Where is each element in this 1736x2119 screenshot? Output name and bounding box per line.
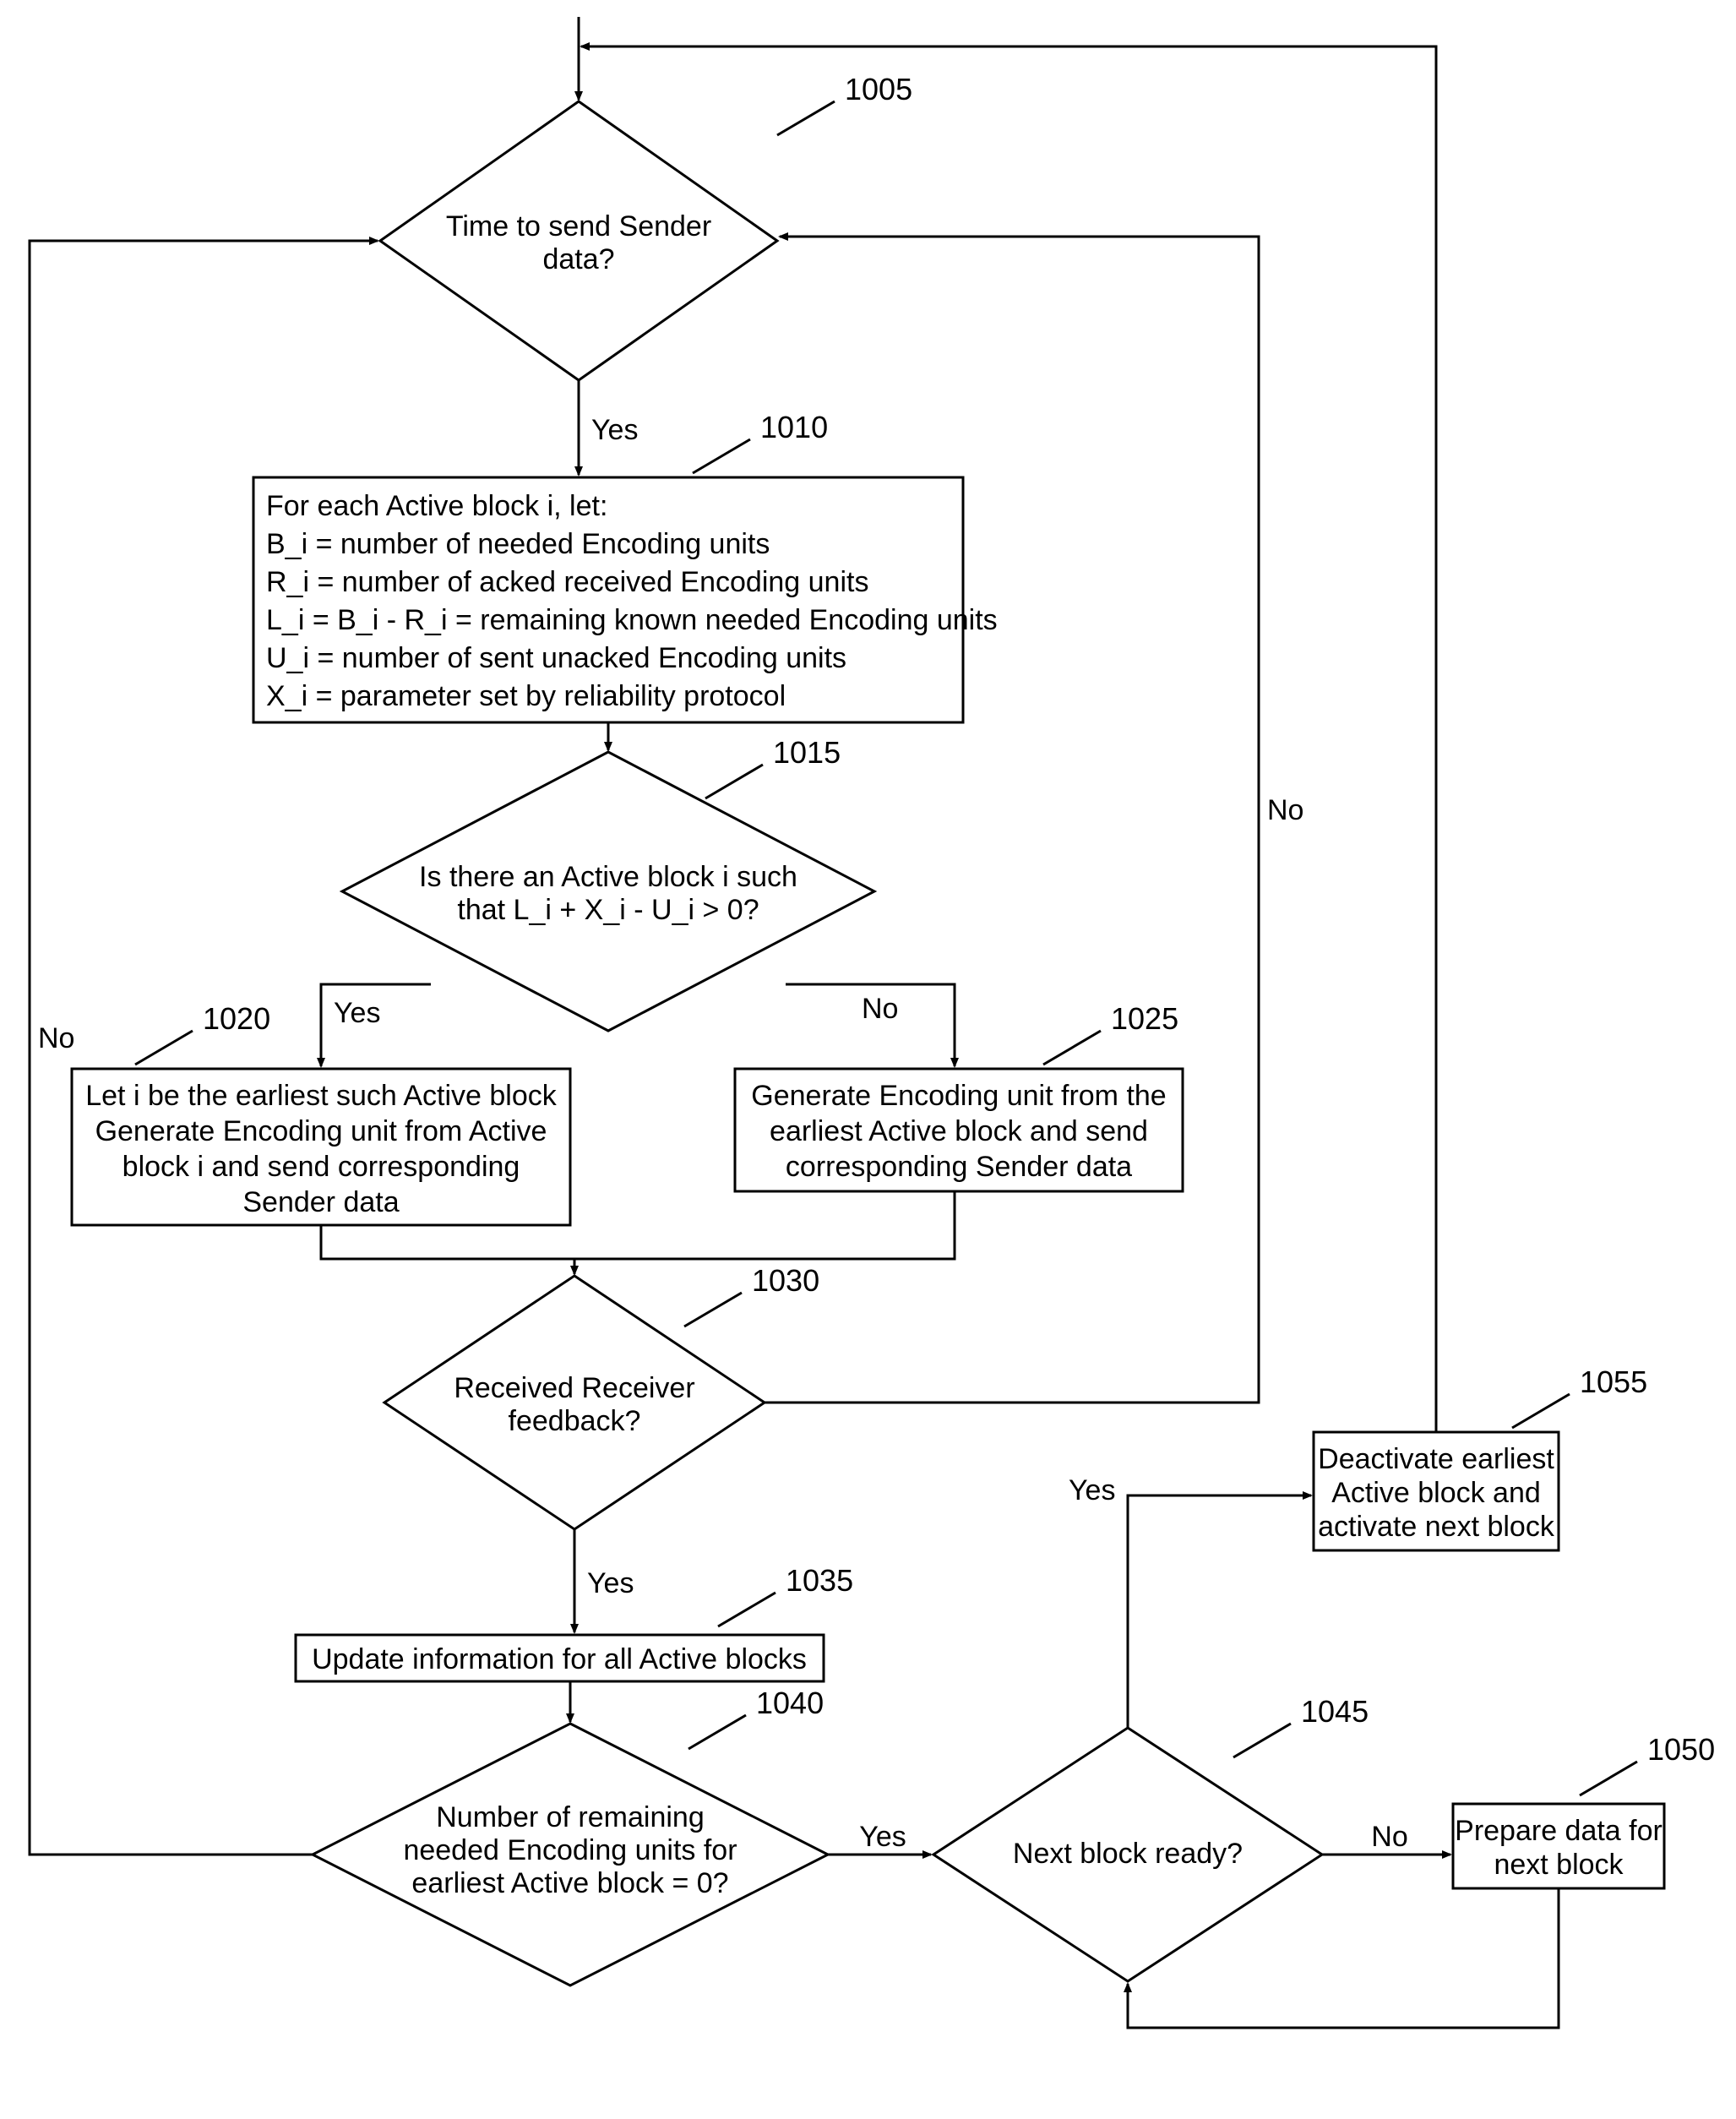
n1010-l1: B_i = number of needed Encoding units — [266, 528, 770, 560]
n1015-l1: that L_i + X_i - U_i > 0? — [457, 894, 759, 926]
n1040-l1: needed Encoding units for — [403, 1834, 737, 1866]
label-yes-1005: Yes — [591, 414, 638, 446]
n1005-line1: Time to send Sender — [446, 210, 711, 242]
callout-1040 — [688, 1715, 746, 1749]
label-1055: 1055 — [1580, 1365, 1647, 1399]
n1020-l1: Generate Encoding unit from Active — [95, 1115, 547, 1147]
n1030-l0: Received Receiver — [454, 1372, 694, 1404]
n1025-l2: corresponding Sender data — [786, 1151, 1132, 1183]
callout-1020 — [135, 1031, 193, 1065]
node-1025: Generate Encoding unit from the earliest… — [735, 1069, 1183, 1191]
n1040-l2: earliest Active block = 0? — [411, 1867, 728, 1899]
n1015-l0: Is there an Active block i such — [419, 861, 797, 893]
label-1020: 1020 — [203, 1001, 270, 1036]
label-no-1040: No — [38, 1022, 74, 1054]
label-yes-1015: Yes — [334, 997, 380, 1029]
node-1015: Is there an Active block i such that L_i… — [342, 752, 874, 1031]
label-no-1045: No — [1371, 1821, 1407, 1853]
n1055-l0: Deactivate earliest — [1318, 1443, 1554, 1475]
n1010-l2: R_i = number of acked received Encoding … — [266, 566, 868, 598]
n1020-l0: Let i be the earliest such Active block — [85, 1080, 558, 1112]
callout-1035 — [718, 1593, 775, 1626]
label-1025: 1025 — [1111, 1001, 1178, 1036]
n1010-l4: U_i = number of sent unacked Encoding un… — [266, 642, 846, 674]
node-1005: Time to send Sender data? — [380, 101, 777, 380]
callout-1050 — [1580, 1762, 1637, 1795]
label-no-1030: No — [1267, 794, 1303, 826]
label-1030: 1030 — [752, 1263, 819, 1298]
label-yes-1040: Yes — [859, 1821, 906, 1853]
n1010-l3: L_i = B_i - R_i = remaining known needed… — [266, 604, 998, 636]
n1025-l1: earliest Active block and send — [770, 1115, 1148, 1147]
node-1010: For each Active block i, let: B_i = numb… — [253, 477, 998, 722]
node-1040: Number of remaining needed Encoding unit… — [313, 1724, 828, 1986]
n1005-line2: data? — [542, 243, 614, 275]
n1050-l1: next block — [1494, 1849, 1624, 1881]
node-1055: Deactivate earliest Active block and act… — [1314, 1432, 1559, 1550]
n1035-l0: Update information for all Active blocks — [312, 1643, 807, 1675]
n1010-l5: X_i = parameter set by reliability proto… — [266, 680, 786, 712]
node-1050: Prepare data for next block — [1453, 1804, 1664, 1888]
node-1045: Next block ready? — [933, 1728, 1322, 1981]
n1055-l2: activate next block — [1318, 1511, 1555, 1543]
label-1005: 1005 — [845, 72, 912, 106]
n1045-l0: Next block ready? — [1013, 1838, 1243, 1870]
callout-1010 — [693, 439, 750, 473]
n1025-l0: Generate Encoding unit from the — [751, 1080, 1166, 1112]
n1020-l3: Sender data — [242, 1186, 399, 1218]
label-1010: 1010 — [760, 410, 828, 444]
label-yes-1045: Yes — [1069, 1474, 1115, 1506]
callout-1025 — [1043, 1031, 1101, 1065]
callout-1055 — [1512, 1394, 1570, 1428]
label-1040: 1040 — [756, 1686, 824, 1720]
callout-1005 — [777, 101, 835, 135]
callout-1015 — [705, 765, 763, 798]
n1020-l2: block i and send corresponding — [122, 1151, 520, 1183]
node-1020: Let i be the earliest such Active block … — [72, 1069, 570, 1225]
label-no-1015: No — [862, 993, 898, 1025]
n1040-l0: Number of remaining — [436, 1801, 704, 1833]
label-1045: 1045 — [1301, 1694, 1369, 1729]
edge-1045-1055 — [1128, 1495, 1311, 1728]
n1030-l1: feedback? — [509, 1405, 641, 1437]
callout-1030 — [684, 1293, 742, 1326]
n1050-l0: Prepare data for — [1455, 1815, 1663, 1847]
node-1035: Update information for all Active blocks — [296, 1635, 824, 1681]
label-1050: 1050 — [1647, 1732, 1715, 1767]
n1055-l1: Active block and — [1331, 1477, 1541, 1509]
n1010-l0: For each Active block i, let: — [266, 490, 607, 522]
label-1035: 1035 — [786, 1563, 853, 1598]
label-1015: 1015 — [773, 735, 841, 770]
edge-1030-no — [765, 237, 1259, 1403]
callout-1045 — [1233, 1724, 1291, 1757]
label-yes-1030: Yes — [587, 1567, 634, 1599]
